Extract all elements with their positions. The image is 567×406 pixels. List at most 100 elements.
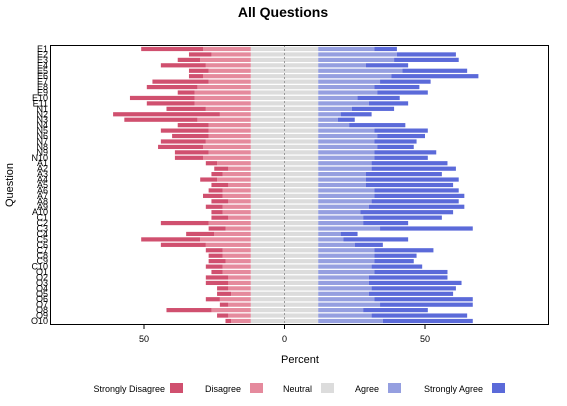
- y-tick-label: O1: [36, 267, 48, 277]
- bar-a3-strongly-agree: [365, 172, 442, 177]
- bar-a1-strongly-agree: [371, 161, 448, 166]
- bar-n5-strongly-agree: [374, 128, 428, 133]
- bar-e6-agree: [318, 74, 392, 79]
- bar-a2-neutral-left: [250, 166, 285, 171]
- bar-e4-neutral-left: [250, 63, 285, 68]
- y-tick-label: A9: [37, 202, 48, 212]
- bar-n8-strongly-agree: [377, 144, 414, 150]
- bar-o9-neutral-left: [250, 313, 285, 318]
- bar-c7-neutral-right: [284, 248, 319, 253]
- bar-n5-agree: [318, 128, 375, 133]
- bar-c10-neutral-left: [250, 264, 285, 269]
- bar-n5-neutral-right: [284, 128, 319, 133]
- x-axis: 50 0 50: [139, 324, 430, 344]
- bar-n4-agree: [318, 123, 350, 128]
- bar-a4-agree: [318, 177, 366, 182]
- bar-c8-disagree: [222, 253, 251, 258]
- bar-e2-disagree: [211, 52, 251, 57]
- bar-a1-neutral-left: [250, 161, 285, 166]
- bar-n4-disagree: [208, 123, 251, 128]
- bar-o3-neutral-right: [284, 280, 319, 286]
- bar-n7-strongly-disagree: [160, 139, 206, 144]
- bar-e4-agree: [318, 63, 366, 68]
- bar-e2-agree: [318, 52, 397, 57]
- bar-a1-agree: [318, 161, 372, 166]
- bar-e6-strongly-agree: [391, 74, 479, 79]
- bar-a3-agree: [318, 172, 366, 177]
- bar-n2-neutral-left: [250, 112, 285, 117]
- bar-n3-disagree: [197, 117, 251, 122]
- bar-e9-disagree: [194, 90, 251, 95]
- y-tick-label: O8: [36, 305, 48, 315]
- bar-c9-strongly-disagree: [208, 259, 226, 264]
- y-tick-label: E3: [37, 55, 48, 65]
- bar-e9-neutral-right: [284, 90, 319, 95]
- bar-c1-disagree: [228, 215, 251, 220]
- x-tick-label: 0: [282, 334, 287, 344]
- bar-c5-disagree: [200, 237, 251, 242]
- y-tick-label: E6: [37, 71, 48, 81]
- bar-c1-agree: [318, 215, 364, 220]
- y-axis-label: Question: [4, 163, 16, 207]
- bar-c2-strongly-agree: [363, 220, 409, 226]
- bar-c4-agree: [318, 231, 341, 237]
- bar-o3-strongly-agree: [368, 280, 462, 286]
- bar-e8-strongly-agree: [374, 84, 420, 90]
- bar-n8-agree: [318, 144, 378, 150]
- bar-a10-agree: [318, 210, 361, 215]
- bar-e5-disagree: [208, 68, 251, 73]
- bar-a10-neutral-right: [284, 210, 319, 215]
- legend-swatch-strongly-disagree: [170, 383, 183, 393]
- bar-n9-strongly-disagree: [174, 150, 209, 155]
- bar-e3-strongly-agree: [394, 57, 459, 62]
- bar-o9-strongly-disagree: [217, 313, 229, 318]
- y-tick-label: A4: [37, 175, 48, 185]
- bar-c10-disagree: [222, 264, 251, 269]
- bar-e4-strongly-agree: [365, 63, 409, 68]
- bar-o7-neutral-right: [284, 302, 319, 307]
- bar-o10-disagree: [231, 318, 251, 324]
- bar-a8-strongly-disagree: [211, 199, 229, 204]
- bar-c7-neutral-left: [250, 248, 285, 253]
- bar-a5-disagree: [228, 182, 251, 188]
- bar-o8-agree: [318, 308, 364, 313]
- bar-c1-strongly-disagree: [211, 215, 229, 220]
- bar-c8-neutral-left: [250, 253, 285, 258]
- bar-e1-strongly-agree: [374, 46, 397, 52]
- bar-o2-strongly-disagree: [205, 275, 229, 280]
- y-tick-label: N9: [36, 147, 48, 157]
- bar-n2-neutral-right: [284, 112, 319, 117]
- bar-a10-strongly-disagree: [211, 210, 223, 215]
- bar-o7-disagree: [228, 302, 251, 307]
- y-tick-label: E5: [37, 66, 48, 76]
- bar-n5-strongly-disagree: [160, 128, 209, 133]
- bar-a2-strongly-agree: [371, 166, 456, 171]
- bar-n6-neutral-left: [250, 133, 285, 139]
- bar-n8-disagree: [203, 144, 251, 150]
- bar-n3-agree: [318, 117, 338, 122]
- bar-c7-agree: [318, 248, 375, 253]
- bar-o7-strongly-disagree: [219, 302, 229, 307]
- bar-e10-strongly-disagree: [129, 95, 195, 101]
- bar-e5-strongly-agree: [402, 68, 468, 73]
- bar-o9-disagree: [228, 313, 251, 318]
- bar-a1-neutral-right: [284, 161, 319, 166]
- bar-n1-disagree: [205, 106, 251, 111]
- legend-label-strongly-agree: Strongly Agree: [424, 384, 483, 394]
- bar-c6-strongly-disagree: [160, 242, 206, 247]
- bar-o2-neutral-right: [284, 275, 319, 280]
- legend-label-agree: Agree: [355, 384, 379, 394]
- bar-o10-neutral-left: [250, 318, 285, 324]
- bar-a8-strongly-agree: [371, 199, 459, 204]
- bar-a3-disagree: [222, 172, 251, 177]
- y-tick-label: C5: [36, 234, 48, 244]
- bar-o1-strongly-agree: [374, 269, 448, 275]
- bar-o7-neutral-left: [250, 302, 285, 307]
- bar-n10-neutral-right: [284, 155, 319, 160]
- bar-a5-strongly-disagree: [211, 182, 229, 188]
- bar-c9-agree: [318, 259, 375, 264]
- bar-o6-agree: [318, 297, 375, 302]
- x-tick-label: 50: [420, 334, 430, 344]
- bar-n5-disagree: [208, 128, 251, 133]
- bar-c4-neutral-right: [284, 231, 319, 237]
